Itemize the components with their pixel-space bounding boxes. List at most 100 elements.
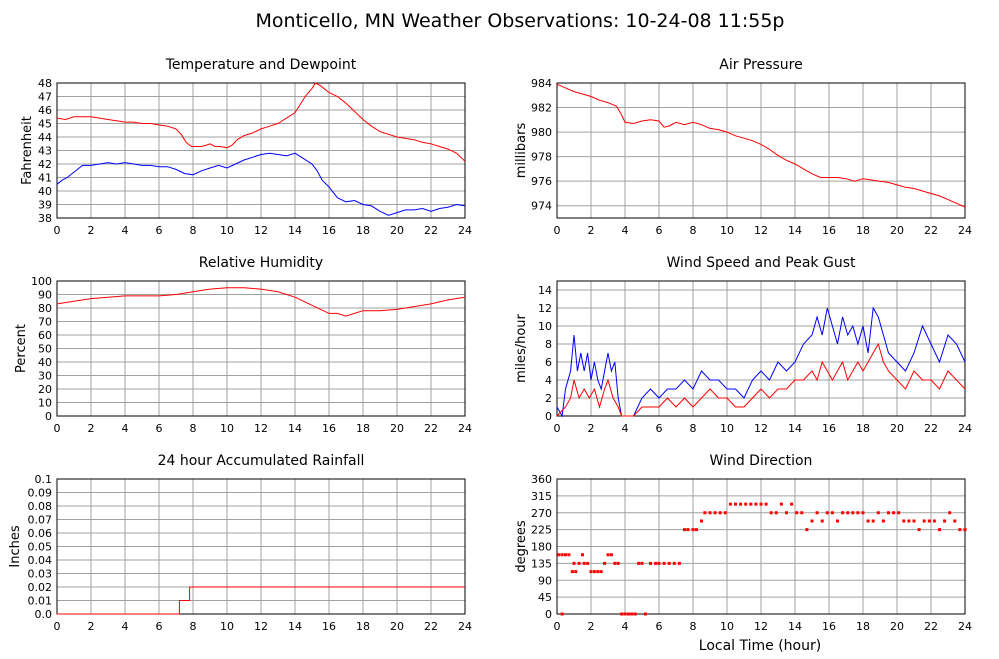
data-point: [640, 561, 644, 565]
panel-title: Air Pressure: [719, 57, 802, 73]
data-point: [871, 519, 875, 523]
data-point: [686, 528, 690, 532]
data-point: [785, 511, 788, 515]
data-point: [754, 502, 758, 506]
x-tick-label: 6: [156, 224, 163, 237]
x-tick-label: 16: [322, 422, 336, 435]
y-tick-label: 974: [531, 200, 552, 213]
data-point: [677, 561, 681, 565]
x-tick-label: 0: [554, 620, 561, 633]
x-tick-label: 18: [356, 224, 370, 237]
data-point: [790, 502, 794, 506]
y-axis-label: Fahrenheit: [20, 116, 35, 185]
data-point: [922, 519, 926, 523]
data-point: [599, 570, 603, 574]
x-tick-label: 6: [656, 620, 663, 633]
series-line-red: [57, 586, 465, 615]
data-point: [917, 528, 921, 532]
x-tick-label: 14: [788, 620, 802, 633]
y-tick-label: 43: [38, 145, 52, 158]
x-tick-label: 24: [458, 224, 472, 237]
x-tick-label: 22: [424, 620, 438, 633]
x-tick-label: 4: [122, 224, 129, 237]
data-point: [649, 561, 652, 565]
y-tick-label: 20: [38, 383, 52, 396]
y-tick-label: 0.04: [28, 554, 53, 567]
data-point: [856, 511, 860, 515]
data-point: [825, 511, 829, 515]
y-tick-label: 980: [531, 126, 552, 139]
data-point: [589, 570, 593, 574]
data-point: [574, 570, 578, 574]
x-tick-label: 12: [754, 422, 768, 435]
x-tick-label: 0: [554, 224, 561, 237]
data-point: [603, 561, 607, 565]
y-tick-label: 45: [538, 591, 552, 604]
y-axis-label: Percent: [14, 324, 29, 373]
x-tick-label: 6: [656, 224, 663, 237]
x-tick-label: 12: [754, 224, 768, 237]
x-tick-label: 24: [958, 422, 972, 435]
x-tick-label: 14: [788, 422, 802, 435]
data-point: [943, 519, 947, 523]
y-axis-label: Inches: [8, 525, 23, 567]
y-tick-label: 0.09: [28, 487, 53, 500]
x-tick-label: 12: [254, 620, 268, 633]
data-point: [963, 528, 967, 532]
x-tick-label: 22: [424, 422, 438, 435]
series-line-red: [56, 287, 466, 317]
data-point: [907, 519, 911, 523]
data-point: [620, 612, 624, 616]
x-tick-label: 2: [88, 422, 95, 435]
data-point: [654, 561, 658, 565]
x-tick-label: 24: [958, 620, 972, 633]
data-point: [744, 502, 748, 506]
data-point: [691, 528, 695, 532]
y-tick-label: 80: [38, 302, 52, 315]
data-point: [592, 570, 596, 574]
data-point: [613, 561, 617, 565]
data-point: [596, 570, 600, 574]
y-tick-label: 40: [38, 185, 52, 198]
x-tick-label: 16: [322, 224, 336, 237]
x-tick-label: 18: [856, 224, 870, 237]
x-tick-label: 0: [54, 620, 61, 633]
data-point: [815, 511, 819, 515]
panel-title: Relative Humidity: [199, 255, 323, 271]
y-tick-label: 0.01: [28, 595, 53, 608]
data-point: [932, 519, 936, 523]
y-tick-label: 180: [531, 541, 552, 554]
x-tick-label: 8: [190, 620, 197, 633]
x-tick-label: 10: [720, 224, 734, 237]
data-point: [927, 519, 931, 523]
y-tick-label: 225: [531, 524, 552, 537]
data-point: [564, 553, 567, 557]
data-point: [897, 511, 901, 515]
data-point: [586, 561, 590, 565]
x-tick-label: 22: [924, 422, 938, 435]
x-tick-label: 22: [924, 224, 938, 237]
x-tick-label: 2: [88, 224, 95, 237]
x-tick-label: 22: [924, 620, 938, 633]
x-tick-label: 2: [88, 620, 95, 633]
data-point: [713, 511, 717, 515]
series-line-blue: [556, 306, 966, 418]
data-point: [764, 502, 768, 506]
series-line-red: [556, 342, 966, 417]
data-point: [892, 511, 896, 515]
x-tick-label: 10: [720, 422, 734, 435]
x-tick-label: 20: [390, 224, 404, 237]
y-tick-label: 0.03: [28, 568, 53, 581]
data-point: [700, 519, 703, 523]
data-point: [887, 511, 890, 515]
data-point: [749, 502, 753, 506]
panel-title: Wind Direction: [710, 453, 813, 469]
y-tick-label: 0: [45, 410, 52, 423]
x-tick-label: 14: [788, 224, 802, 237]
x-tick-label: 4: [622, 224, 629, 237]
data-point: [734, 502, 737, 506]
